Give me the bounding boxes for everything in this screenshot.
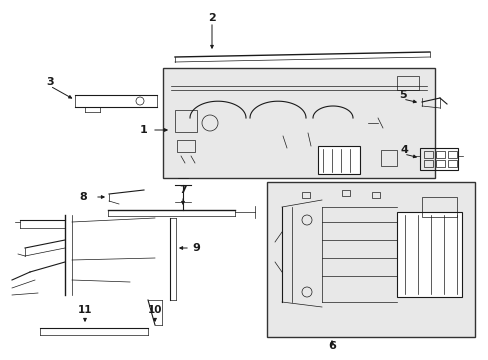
Text: 2: 2: [208, 13, 215, 23]
Bar: [435, 151, 444, 158]
Text: 11: 11: [78, 305, 92, 315]
Bar: [421, 197, 456, 217]
Text: 5: 5: [398, 90, 406, 100]
Bar: [396, 76, 418, 90]
Text: 1: 1: [140, 125, 147, 135]
Bar: [371, 192, 379, 198]
Bar: [435, 160, 444, 167]
Bar: [423, 160, 432, 167]
Bar: [419, 148, 457, 170]
Bar: [175, 110, 197, 132]
Bar: [396, 212, 461, 297]
Bar: [163, 68, 434, 178]
Bar: [447, 151, 456, 158]
Text: 10: 10: [147, 305, 162, 315]
Text: 9: 9: [192, 243, 200, 253]
Bar: [447, 160, 456, 167]
Bar: [341, 190, 349, 196]
Bar: [423, 151, 432, 158]
Text: 6: 6: [327, 341, 335, 351]
Text: 3: 3: [46, 77, 54, 87]
Bar: [266, 182, 474, 337]
Bar: [177, 140, 195, 152]
Text: 7: 7: [179, 185, 186, 195]
Bar: [302, 192, 309, 198]
Bar: [317, 146, 359, 174]
Text: 4: 4: [399, 145, 407, 155]
Bar: [380, 150, 396, 166]
Text: 8: 8: [79, 192, 87, 202]
